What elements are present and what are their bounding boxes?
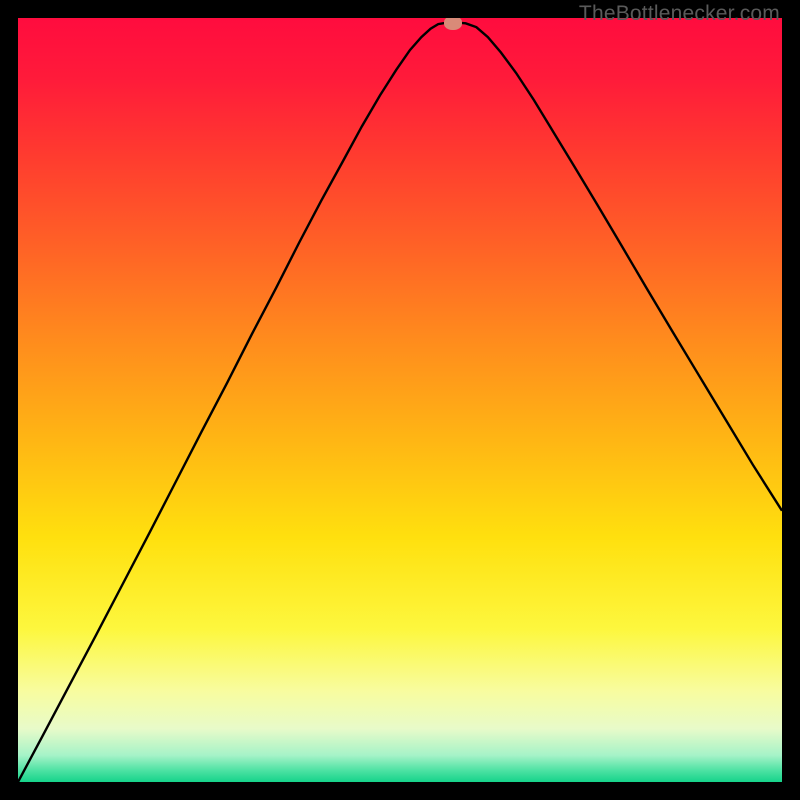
watermark-label: TheBottlenecker.com [579, 2, 780, 25]
bottleneck-curve [18, 18, 782, 782]
minimum-marker [444, 18, 462, 30]
watermark-text: TheBottlenecker.com [579, 2, 780, 26]
curve-path [18, 23, 782, 782]
chart-plot-area [18, 18, 782, 782]
